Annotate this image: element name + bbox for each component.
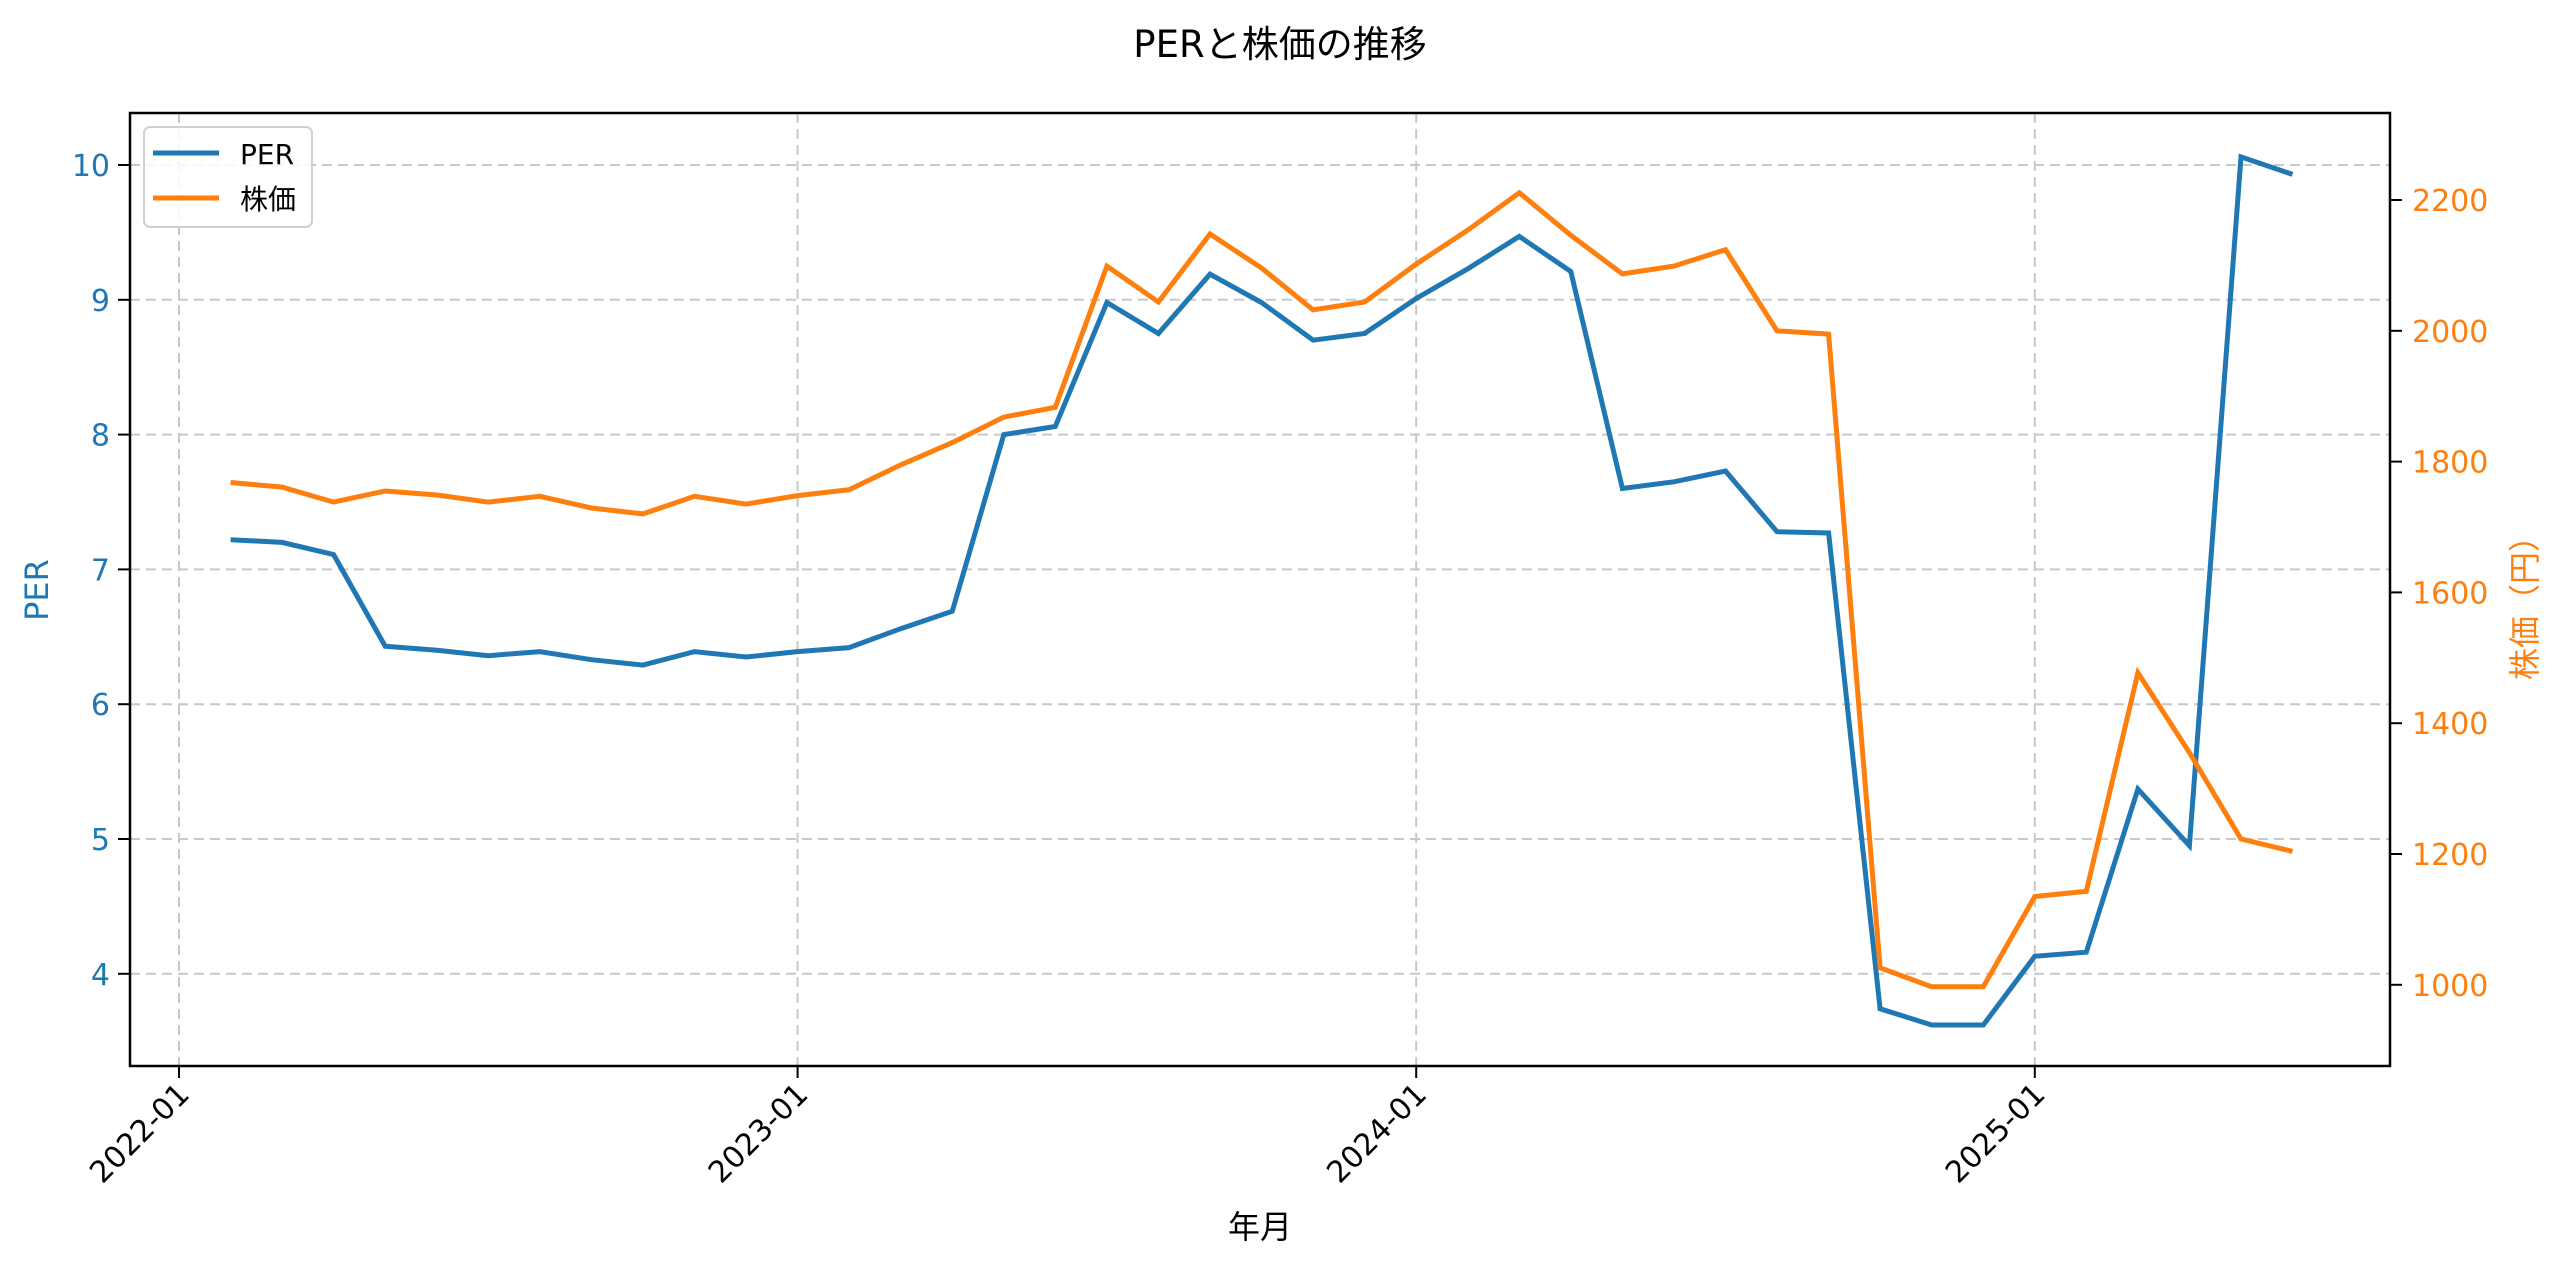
left-tick-label: 8 bbox=[91, 419, 110, 454]
right-y-axis: 1000 1200 1400 1600 1800 2000 2200 bbox=[2390, 184, 2488, 1004]
x-tick-label: 2024-01 bbox=[1320, 1077, 1433, 1190]
legend: PER 株価 bbox=[143, 126, 313, 228]
x-axis: 2022-01 2023-01 2024-01 2025-01 bbox=[83, 1066, 2052, 1190]
price-line bbox=[230, 189, 2294, 990]
per-line bbox=[230, 153, 2294, 1028]
left-tick-label: 9 bbox=[91, 284, 110, 319]
right-tick-label: 1400 bbox=[2412, 707, 2488, 742]
x-tick-label: 2023-01 bbox=[702, 1077, 815, 1190]
right-tick-label: 1600 bbox=[2412, 576, 2488, 611]
chart-title: PERと株価の推移 bbox=[1133, 23, 1427, 66]
left-tick-label: 10 bbox=[72, 149, 110, 184]
left-tick-label: 7 bbox=[91, 553, 110, 588]
x-axis-label: 年月 bbox=[1228, 1208, 1292, 1246]
plot-frame bbox=[128, 111, 2392, 1068]
right-y-axis-label: 株価（円） bbox=[2506, 520, 2544, 680]
legend-label-per: PER bbox=[240, 138, 294, 171]
data-lines bbox=[230, 153, 2294, 1028]
right-tick-label: 2200 bbox=[2412, 184, 2488, 219]
x-tick-label: 2025-01 bbox=[1939, 1077, 2052, 1190]
left-tick-label: 6 bbox=[91, 688, 110, 723]
left-tick-label: 4 bbox=[91, 958, 110, 993]
x-tick-label: 2022-01 bbox=[83, 1077, 196, 1190]
right-tick-label: 1200 bbox=[2412, 838, 2488, 873]
left-y-axis-label: PER bbox=[18, 559, 56, 621]
right-tick-label: 1800 bbox=[2412, 446, 2488, 481]
right-tick-label: 2000 bbox=[2412, 315, 2488, 350]
legend-label-price: 株価 bbox=[240, 183, 296, 216]
left-y-axis: 4 5 6 7 8 9 10 bbox=[72, 149, 130, 993]
grid bbox=[130, 113, 2390, 1066]
right-tick-label: 1000 bbox=[2412, 969, 2488, 1004]
left-tick-label: 5 bbox=[91, 823, 110, 858]
